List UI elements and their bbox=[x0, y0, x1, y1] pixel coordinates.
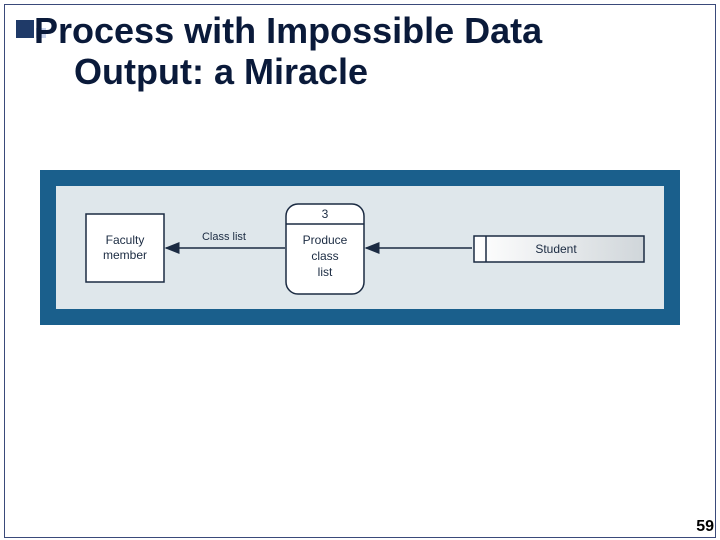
slide-title: Process with Impossible Data Output: a M… bbox=[34, 10, 694, 93]
process-number: 3 bbox=[322, 207, 329, 221]
faculty-label-1: Faculty bbox=[106, 233, 145, 247]
page-number: 59 bbox=[696, 518, 714, 536]
node-process-3: 3 Produce class list bbox=[286, 204, 364, 294]
edge-classlist: Class list bbox=[166, 231, 285, 248]
title-line1: Process with Impossible Data bbox=[34, 10, 542, 51]
diagram-inner: Faculty member 3 Produce class list Stud… bbox=[56, 186, 664, 309]
accent-square-large bbox=[16, 20, 34, 38]
diagram-svg: Faculty member 3 Produce class list Stud… bbox=[56, 186, 664, 309]
process-label-2: class bbox=[311, 249, 338, 263]
edge-label-classlist: Class list bbox=[202, 231, 246, 243]
node-faculty: Faculty member bbox=[86, 214, 164, 282]
student-label: Student bbox=[535, 242, 577, 256]
title-line2: Output: a Miracle bbox=[74, 51, 368, 92]
node-student: Student bbox=[474, 236, 644, 262]
process-label-3: list bbox=[318, 265, 333, 279]
process-label-1: Produce bbox=[303, 233, 348, 247]
diagram-frame: Faculty member 3 Produce class list Stud… bbox=[40, 170, 680, 325]
faculty-label-2: member bbox=[103, 248, 147, 262]
